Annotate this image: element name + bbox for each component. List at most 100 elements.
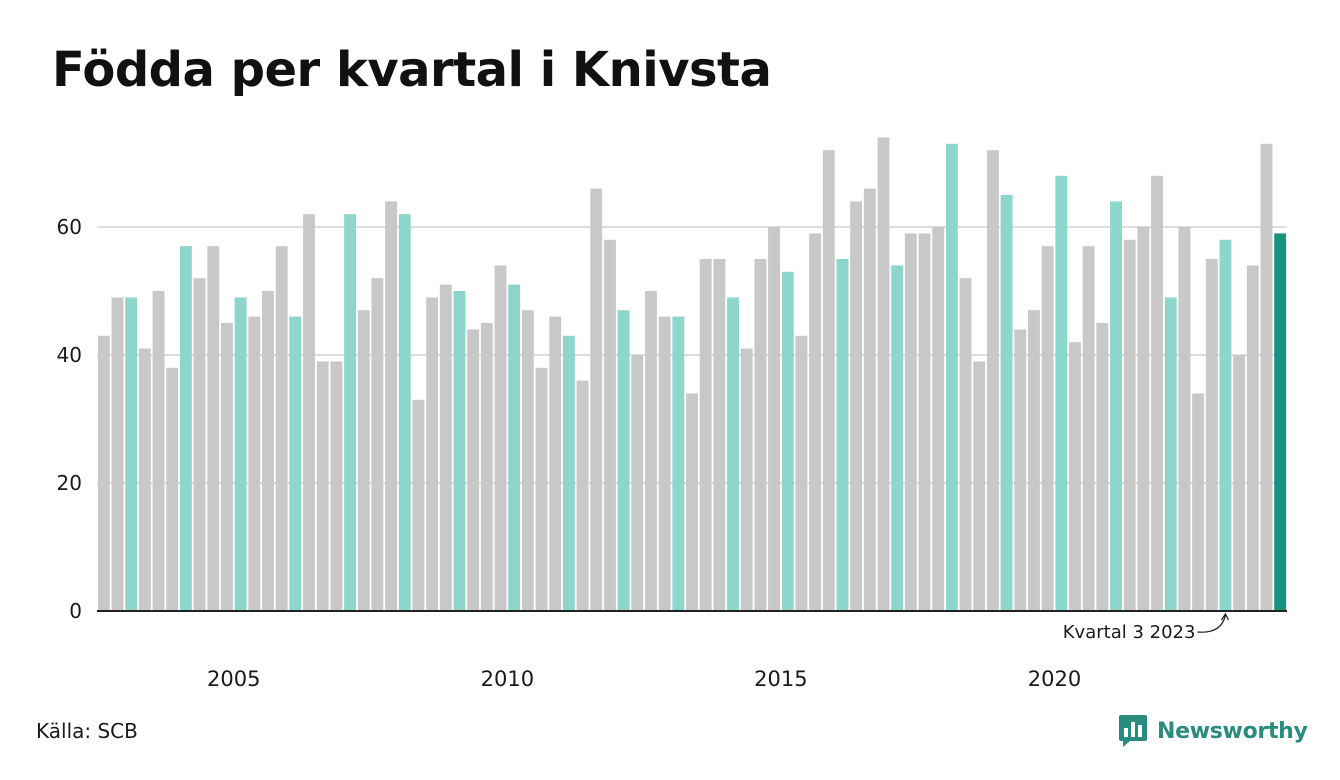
bar [303, 214, 315, 611]
bars [97, 137, 1287, 612]
bar [904, 233, 917, 611]
bar [1233, 355, 1246, 611]
source-note: Källa: SCB [36, 719, 138, 743]
bar [1014, 329, 1027, 611]
bar [576, 380, 589, 611]
bar-chart: 0 20 40 60 2005 2010 2015 2020 Kvartal 3 2023 [57, 137, 1287, 691]
bar [521, 310, 534, 611]
bar [603, 239, 616, 612]
bar [781, 271, 794, 611]
bar [1164, 297, 1177, 611]
bar [768, 227, 781, 611]
bar [1123, 239, 1136, 612]
bar [179, 246, 192, 611]
bar [686, 393, 698, 611]
bar [1000, 195, 1013, 611]
x-axis-labels: 2005 2010 2015 2020 [207, 667, 1081, 691]
bar [986, 150, 999, 611]
bar [166, 367, 179, 611]
x-tick-label: 2015 [754, 667, 807, 691]
bar [111, 297, 124, 611]
bar [1151, 175, 1163, 612]
bar [1055, 175, 1068, 612]
bar [97, 335, 110, 611]
bar [221, 323, 233, 611]
bar [453, 291, 466, 611]
bar [1219, 239, 1232, 612]
bar [727, 297, 739, 611]
bar [316, 361, 329, 611]
bar [658, 316, 671, 611]
newsworthy-logo-icon [1119, 715, 1147, 747]
bar [1096, 323, 1109, 611]
bar [207, 246, 220, 611]
y-tick-label: 0 [69, 599, 82, 623]
bar [289, 316, 302, 611]
bar [262, 291, 274, 611]
bar [740, 348, 753, 611]
y-tick-label: 60 [57, 215, 82, 239]
bar [1246, 265, 1259, 611]
bar [617, 310, 630, 611]
bar [891, 265, 904, 611]
x-tick-label: 2020 [1028, 667, 1081, 691]
bar [1041, 246, 1054, 611]
bar [385, 201, 398, 611]
bar [398, 214, 411, 611]
bar [973, 361, 986, 611]
bar [932, 227, 945, 611]
bar [631, 355, 644, 611]
bar [330, 361, 343, 611]
bar [836, 259, 849, 611]
annotation: Kvartal 3 2023 [1063, 612, 1229, 643]
bar [850, 201, 863, 611]
page-title: Födda per kvartal i Knivsta [52, 42, 772, 98]
bar [234, 297, 247, 611]
bar [1192, 393, 1205, 611]
bar [562, 335, 575, 611]
bar [535, 367, 548, 611]
bar [344, 214, 356, 611]
bar [672, 316, 685, 611]
bar [1178, 227, 1191, 611]
bar [1274, 233, 1287, 611]
bar [809, 233, 822, 611]
bar [713, 259, 726, 611]
bar [645, 291, 657, 611]
bar [508, 284, 521, 611]
brand-logo: Newsworthy [1118, 714, 1308, 748]
bar [494, 265, 507, 611]
brand-name: Newsworthy [1157, 718, 1308, 744]
bar [549, 316, 562, 611]
bar [1028, 310, 1040, 611]
annotation-arrow [1197, 612, 1229, 633]
bar [412, 399, 425, 611]
bar [590, 188, 603, 611]
bar [959, 278, 972, 611]
bar [877, 137, 890, 611]
bar [357, 310, 370, 611]
bar [1205, 259, 1218, 611]
annotation-label: Kvartal 3 2023 [1063, 622, 1196, 643]
bar [1069, 342, 1081, 611]
y-tick-label: 40 [57, 343, 82, 367]
y-axis-labels: 0 20 40 60 [57, 215, 82, 623]
bar [822, 150, 835, 611]
bar [480, 323, 493, 611]
bar [1137, 227, 1150, 611]
x-tick-label: 2010 [481, 667, 534, 691]
bar [795, 335, 808, 611]
bar [863, 188, 876, 611]
bar [152, 291, 165, 611]
bar [918, 233, 931, 611]
bar [426, 297, 439, 611]
bar [1082, 246, 1095, 611]
bar [193, 278, 206, 611]
bar [275, 246, 288, 611]
bar [1260, 143, 1273, 612]
bar [467, 329, 480, 611]
bar [754, 259, 767, 611]
bar [371, 278, 384, 611]
bar [439, 284, 452, 611]
bar [248, 316, 261, 611]
